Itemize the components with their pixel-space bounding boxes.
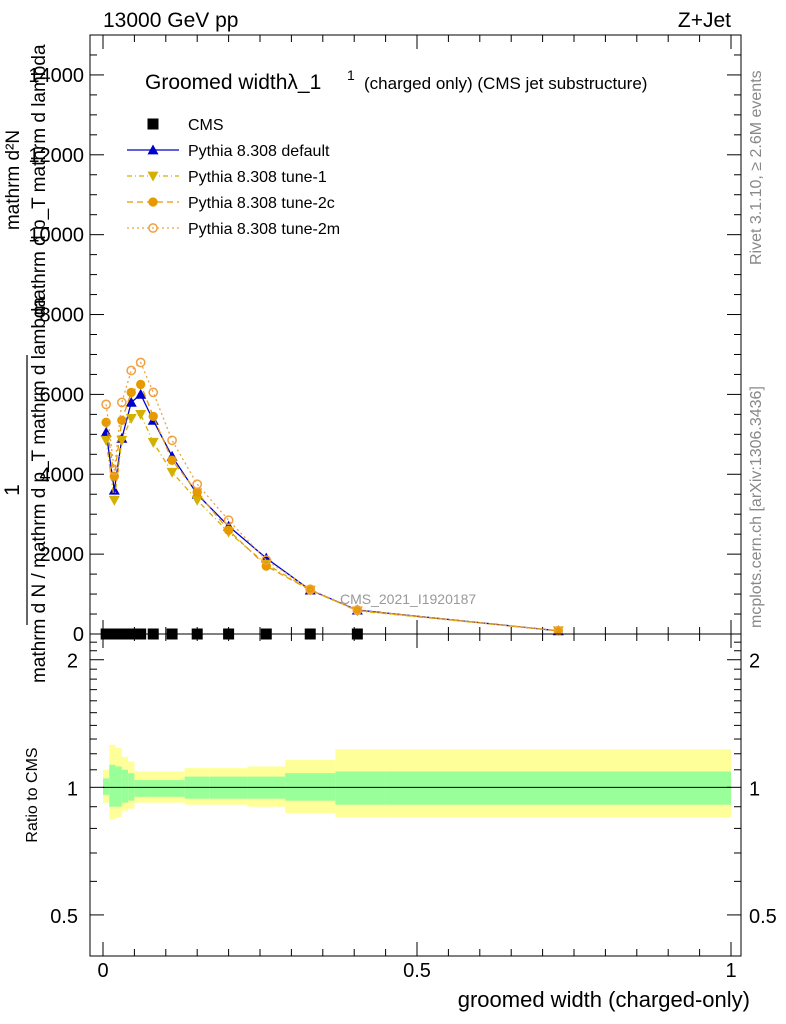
data-point [553, 625, 564, 636]
data-point [126, 365, 137, 376]
data-point [223, 525, 234, 535]
legend-label: Pythia 8.308 tune-2c [188, 195, 335, 212]
data-point [148, 387, 159, 398]
y-axis-label-num-den: mathrm d p_T mathrm d lambda [29, 44, 50, 315]
inner-uncertainty-band [109, 764, 116, 807]
data-point [135, 388, 147, 399]
side-label-bottom: mcplots.cern.ch [arXiv:1306.3436] [748, 386, 765, 628]
y-tick-label: 10000 [28, 225, 84, 247]
ratio-y-tick-label: 2 [67, 651, 78, 673]
main-panel: 0 2000 4000 6000 8000 10000 12000 14000 1 mathrm … [1, 34, 742, 684]
header-left-label: 13000 GeV pp [103, 9, 238, 32]
data-point [108, 495, 120, 506]
series-3 [101, 379, 563, 636]
data-point [147, 437, 159, 448]
series-line [105, 383, 559, 632]
data-point [135, 357, 146, 368]
inner-uncertainty-band [159, 780, 185, 797]
data-point [305, 584, 316, 595]
legend-marker [148, 197, 158, 207]
data-point [148, 411, 158, 422]
ratio-y-tick-label: 1 [67, 778, 78, 800]
x-tick-label: 1 [725, 960, 736, 982]
data-point [167, 455, 177, 465]
data-point [101, 399, 112, 410]
data-point [100, 426, 112, 437]
data-point [166, 467, 178, 478]
analysis-watermark: CMS_2021_I1920187 [340, 591, 476, 607]
plot-title-rest: (charged only) (CMS jet substructure) [364, 74, 647, 93]
data-point [117, 415, 127, 426]
data-point [100, 435, 112, 446]
data-point [223, 515, 234, 526]
data-point [125, 396, 137, 407]
legend-marker [147, 171, 159, 182]
inner-uncertainty-band [115, 766, 122, 807]
y-tick-label: 4000 [40, 464, 85, 486]
plot-title-superscript: 1 [347, 67, 355, 83]
inner-uncertainty-band [385, 771, 731, 805]
legend-marker [147, 118, 159, 130]
data-point [191, 495, 203, 506]
header-right-label: Z+Jet [678, 9, 731, 32]
data-point [167, 435, 177, 446]
legend-marker [147, 144, 159, 155]
data-point [192, 479, 203, 490]
inner-uncertainty-band [335, 771, 386, 805]
ratio-y-tick-label-right: 1 [749, 778, 760, 800]
inner-uncertainty-band [121, 769, 129, 803]
legend-label: Pythia 8.308 default [188, 143, 330, 160]
legend-label: CMS [188, 117, 224, 134]
legend-marker [148, 223, 158, 233]
legend: CMS Pythia 8.308 default Pythia 8.308 tune… [127, 117, 340, 238]
ratio-y-tick-label-right: 0.5 [749, 906, 777, 928]
data-point [125, 413, 137, 424]
ratio-y-tick-label-right: 2 [749, 651, 760, 673]
data-point [108, 484, 120, 495]
data-point [553, 626, 563, 636]
inner-uncertainty-band [146, 780, 160, 797]
y-axis-label-prefix: 1 [1, 484, 24, 496]
data-point [135, 409, 147, 420]
ratio-panel: 0.5 0.5 1 1 2 2 0 0.5 1 Ratio to CMS groomed width… [24, 633, 777, 1012]
x-tick-label: 0 [97, 960, 108, 982]
x-axis-label: groomed width (charged-only) [458, 987, 750, 1012]
data-point [116, 397, 127, 408]
plot-title: Groomed widthλ_1 [145, 71, 321, 94]
series-4 [101, 357, 564, 636]
y-tick-label: 0 [73, 624, 84, 646]
y-tick-label: 8000 [40, 305, 85, 327]
inner-uncertainty-band [134, 780, 147, 797]
legend-label: Pythia 8.308 tune-1 [188, 169, 327, 186]
series-line [105, 413, 559, 632]
ratio-y-axis-label: Ratio to CMS [24, 747, 41, 842]
series-line [105, 393, 559, 632]
y-tick-label: 2000 [40, 544, 85, 566]
y-axis-label-num: mathrm d²N [3, 130, 24, 230]
inner-uncertainty-band [103, 778, 110, 795]
series-1 [100, 388, 564, 636]
legend-label: Pythia 8.308 tune-2m [188, 221, 340, 238]
y-axis-label-denominator: mathrm d N / mathrm d p_T mathrm d lambd… [29, 297, 50, 684]
data-point [126, 387, 136, 398]
y-tick-label: 12000 [28, 145, 84, 167]
data-point [109, 465, 120, 476]
data-point [192, 487, 202, 497]
y-tick-label: 14000 [28, 65, 84, 87]
y-tick-label: 6000 [40, 384, 85, 406]
series-line [105, 361, 559, 632]
ratio-frame [89, 633, 742, 957]
data-point [136, 379, 146, 390]
side-label-top: Rivet 3.1.10, ≥ 2.6M events [748, 70, 765, 265]
data-point [352, 605, 363, 615]
ratio-y-tick-label: 0.5 [50, 906, 78, 928]
data-point [261, 555, 272, 565]
x-tick-label: 0.5 [403, 960, 431, 982]
